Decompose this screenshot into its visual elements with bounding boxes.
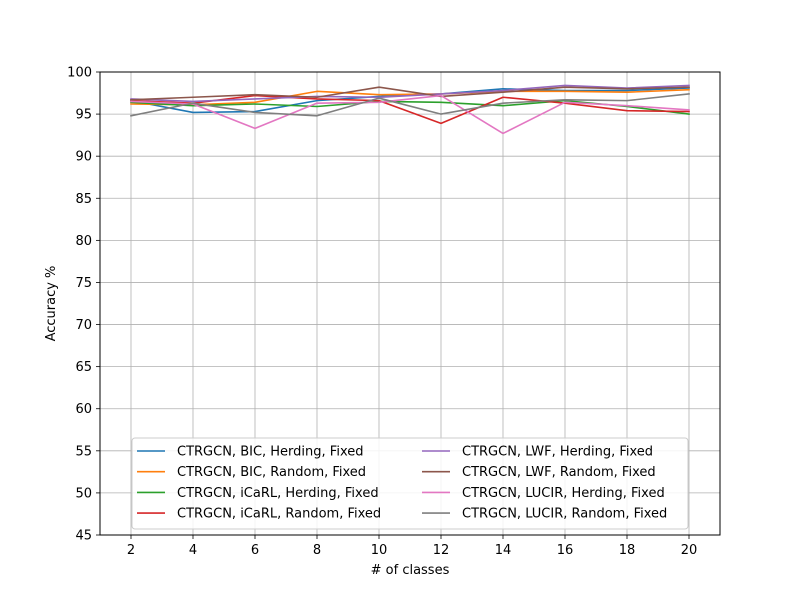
y-tick-label: 70 [75,318,92,333]
x-tick-label: 18 [619,543,636,558]
plot-frame [99,71,721,536]
x-tick-label: 8 [313,543,321,558]
y-tick-label: 95 [75,108,92,123]
legend-label-6: CTRGCN, LWF, Random, Fixed [462,465,656,480]
series-lines [130,84,690,135]
y-tick-label: 60 [75,402,92,417]
series-line-5 [130,84,690,103]
x-axis-title: # of classes [371,563,450,578]
legend-label-3: CTRGCN, iCaRL, Herding, Fixed [177,486,379,501]
legend-label-1: CTRGCN, BIC, Herding, Fixed [177,445,363,460]
legend: CTRGCN, BIC, Herding, Fixed CTRGCN, BIC, … [131,437,689,530]
legend-label-8: CTRGCN, LUCIR, Random, Fixed [462,507,667,522]
y-tick-label: 65 [75,360,92,375]
y-tick-label: 90 [75,150,92,165]
series-line-2 [130,88,690,106]
x-tick-label: 6 [251,543,259,558]
y-tick-label: 80 [75,234,92,249]
y-axis-title: Accuracy % [44,266,59,342]
legend-label-5: CTRGCN, LWF, Herding, Fixed [462,445,653,460]
legend-box [131,437,689,530]
y-tick-label: 50 [75,486,92,501]
legend-label-4: CTRGCN, iCaRL, Random, Fixed [177,507,381,522]
legend-label-2: CTRGCN, BIC, Random, Fixed [177,465,366,480]
series-line-7 [130,94,690,135]
axis-ticks: 2 4 6 8 10 12 14 16 18 20 45 50 55 60 65 70 75 80 85 90 95 10… [67,66,697,559]
y-tick-label: 55 [75,444,92,459]
x-tick-label: 2 [127,543,135,558]
x-tick-label: 12 [433,543,450,558]
series-line-4 [130,94,690,125]
y-tick-label: 100 [67,66,92,81]
y-tick-label: 75 [75,276,92,291]
x-tick-label: 16 [557,543,574,558]
legend-label-7: CTRGCN, LUCIR, Herding, Fixed [462,486,665,501]
x-tick-label: 20 [681,543,698,558]
x-tick-label: 10 [371,543,388,558]
series-line-6 [130,86,690,101]
x-tick-label: 4 [189,543,197,558]
y-tick-label: 85 [75,192,92,207]
x-tick-label: 14 [495,543,512,558]
series-line-8 [130,93,690,117]
y-tick-label: 45 [75,529,92,544]
